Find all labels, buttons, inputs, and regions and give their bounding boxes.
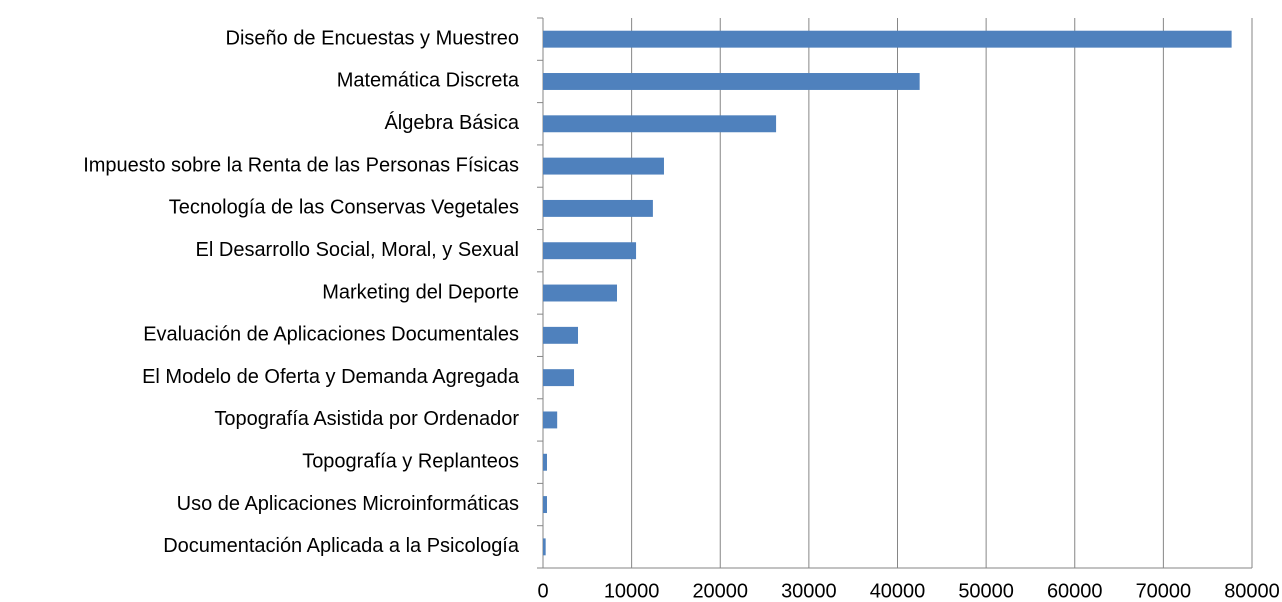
bar bbox=[543, 369, 575, 387]
y-tick-label: Topografía Asistida por Ordenador bbox=[214, 408, 519, 430]
y-tick-label: Marketing del Deporte bbox=[322, 281, 519, 303]
bar bbox=[543, 284, 618, 302]
bar bbox=[543, 538, 546, 556]
bar bbox=[543, 326, 579, 344]
x-tick-label: 30000 bbox=[781, 580, 837, 602]
y-tick-label: Topografía y Replanteos bbox=[302, 451, 519, 473]
bar bbox=[543, 115, 777, 133]
y-tick-label: Matemática Discreta bbox=[337, 70, 520, 92]
bar bbox=[543, 496, 547, 514]
bar bbox=[543, 242, 637, 260]
y-tick-label: Álgebra Básica bbox=[384, 111, 519, 134]
x-tick-label: 50000 bbox=[958, 580, 1014, 602]
x-tick-label: 70000 bbox=[1136, 580, 1192, 602]
bar bbox=[543, 73, 920, 90]
x-tick-label: 80000 bbox=[1224, 580, 1280, 602]
y-tick-label: Evaluación de Aplicaciones Documentales bbox=[143, 324, 519, 346]
y-tick-label: Impuesto sobre la Renta de las Personas … bbox=[83, 154, 519, 176]
x-tick-label: 40000 bbox=[870, 580, 926, 602]
y-tick-label: El Modelo de Oferta y Demanda Agregada bbox=[142, 366, 520, 388]
bar bbox=[543, 411, 558, 429]
y-tick-label: Uso de Aplicaciones Microinformáticas bbox=[177, 493, 519, 515]
x-tick-label: 60000 bbox=[1047, 580, 1103, 602]
x-tick-label: 0 bbox=[537, 580, 548, 602]
bar bbox=[543, 30, 1232, 48]
x-tick-label: 10000 bbox=[604, 580, 660, 602]
bar bbox=[543, 453, 547, 471]
bar bbox=[543, 199, 653, 217]
x-tick-label: 20000 bbox=[692, 580, 748, 602]
bar bbox=[543, 157, 664, 175]
y-tick-label: Tecnología de las Conservas Vegetales bbox=[169, 197, 519, 219]
y-tick-label: Documentación Aplicada a la Psicología bbox=[163, 535, 520, 557]
y-tick-label: Diseño de Encuestas y Muestreo bbox=[226, 27, 520, 49]
y-tick-label: El Desarrollo Social, Moral, y Sexual bbox=[196, 239, 519, 261]
